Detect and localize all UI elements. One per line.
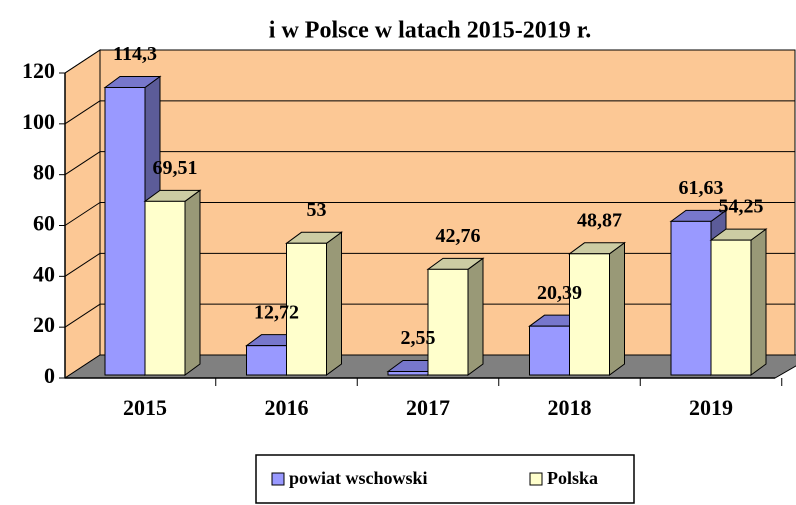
data-label: 114,3 xyxy=(113,43,157,65)
grid-line xyxy=(64,202,101,226)
y-tick-label: 0 xyxy=(44,363,55,388)
data-label: 69,51 xyxy=(153,157,198,179)
bar xyxy=(144,200,186,376)
bar xyxy=(387,371,429,376)
x-tick-label: 2018 xyxy=(548,395,592,420)
x-tick-label: 2016 xyxy=(265,395,309,420)
data-label: 12,72 xyxy=(254,301,299,323)
y-tick-label: 80 xyxy=(33,160,55,185)
legend-swatch xyxy=(529,472,543,486)
bar-side xyxy=(326,231,342,376)
bar xyxy=(529,325,570,376)
grid-line xyxy=(64,100,101,125)
bar xyxy=(246,345,287,376)
legend-swatch xyxy=(271,472,285,486)
legend-label: Polska xyxy=(547,468,598,488)
grid-line xyxy=(64,151,101,176)
y-tick-label: 60 xyxy=(33,211,55,236)
x-tick-label: 2019 xyxy=(689,395,733,420)
chart-title: i w Polsce w latach 2015-2019 r. xyxy=(269,18,591,44)
data-label: 42,76 xyxy=(436,225,481,247)
y-tick-label: 40 xyxy=(33,261,55,286)
bar xyxy=(286,242,327,376)
y-tick-label: 20 xyxy=(33,312,55,337)
grid-line xyxy=(64,49,101,74)
grid-line xyxy=(64,252,101,277)
bar-side xyxy=(184,189,201,376)
y-tick-label: 120 xyxy=(22,58,55,83)
data-label: 20,39 xyxy=(537,282,582,304)
bar xyxy=(427,268,469,376)
grid-line xyxy=(64,303,101,328)
data-label: 53 xyxy=(307,199,327,221)
y-tick-label: 100 xyxy=(22,109,55,134)
bar-side xyxy=(750,228,767,376)
bar-side xyxy=(467,257,484,376)
data-label: 48,87 xyxy=(577,209,622,231)
legend-label: powiat wschowski xyxy=(289,468,428,488)
bar-side xyxy=(609,241,625,376)
bar xyxy=(569,253,610,376)
bar xyxy=(710,239,752,376)
x-tick-label: 2017 xyxy=(406,395,450,420)
legend-box xyxy=(255,454,635,504)
x-tick-label: 2015 xyxy=(123,395,167,420)
data-label: 61,63 xyxy=(679,177,724,199)
bar xyxy=(670,220,712,376)
data-label: 2,55 xyxy=(401,327,436,349)
bar xyxy=(104,86,146,376)
data-label: 54,25 xyxy=(719,196,764,218)
